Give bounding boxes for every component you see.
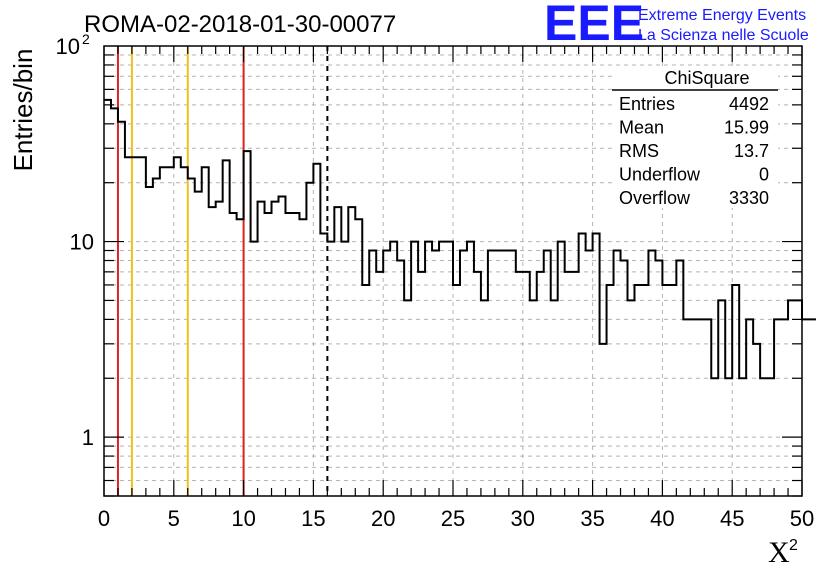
y-tick-label: 1 xyxy=(82,425,94,450)
y-tick-label: 10 xyxy=(70,230,94,255)
x-tick-label: 15 xyxy=(301,506,325,531)
x-tick-label: 50 xyxy=(790,506,814,531)
stats-title: ChiSquare xyxy=(664,68,749,88)
histogram xyxy=(104,98,816,380)
chart-title: ROMA-02-2018-01-30-00077 xyxy=(84,11,396,38)
x-tick-label: 25 xyxy=(441,506,465,531)
logo-mark: EEE xyxy=(544,0,644,51)
x-tick-label: 10 xyxy=(231,506,255,531)
stats-row-value: 3330 xyxy=(729,188,769,208)
stats-row-label: Underflow xyxy=(619,165,701,185)
logo-line-2: La Scienza nelle Scuole xyxy=(638,27,809,44)
logo-line-1: Extreme Energy Events xyxy=(638,7,806,24)
x-tick-label: 40 xyxy=(650,506,674,531)
stats-row-value: 15.99 xyxy=(724,118,769,138)
x-tick-label: 45 xyxy=(720,506,744,531)
stats-row-value: 0 xyxy=(759,165,769,185)
stats-row-label: Entries xyxy=(619,94,675,114)
x-axis-label: X xyxy=(768,536,790,569)
stats-row-value: 13.7 xyxy=(734,141,769,161)
stats-row-label: Overflow xyxy=(619,188,691,208)
stats-row-value: 4492 xyxy=(729,94,769,114)
eee-logo: EEE Extreme Energy Events La Scienza nel… xyxy=(544,0,809,51)
stats-box: ChiSquare Entries 4492 Mean 15.99 RMS 13.7 Und… xyxy=(612,66,778,208)
x-tick-label: 35 xyxy=(580,506,604,531)
x-tick-label: 20 xyxy=(371,506,395,531)
y-axis-label: Entries/bin xyxy=(8,49,38,172)
stats-row-label: RMS xyxy=(619,141,659,161)
y-tick-label-superscript: 2 xyxy=(82,31,90,47)
x-tick-label: 5 xyxy=(168,506,180,531)
reference-lines xyxy=(116,46,329,496)
x-tick-label: 30 xyxy=(511,506,535,531)
y-tick-label: 10 xyxy=(56,34,80,59)
histogram-outline xyxy=(104,98,816,380)
x-axis-label-superscript: 2 xyxy=(789,537,798,554)
stats-row-label: Mean xyxy=(619,118,664,138)
x-tick-label: 0 xyxy=(98,506,110,531)
